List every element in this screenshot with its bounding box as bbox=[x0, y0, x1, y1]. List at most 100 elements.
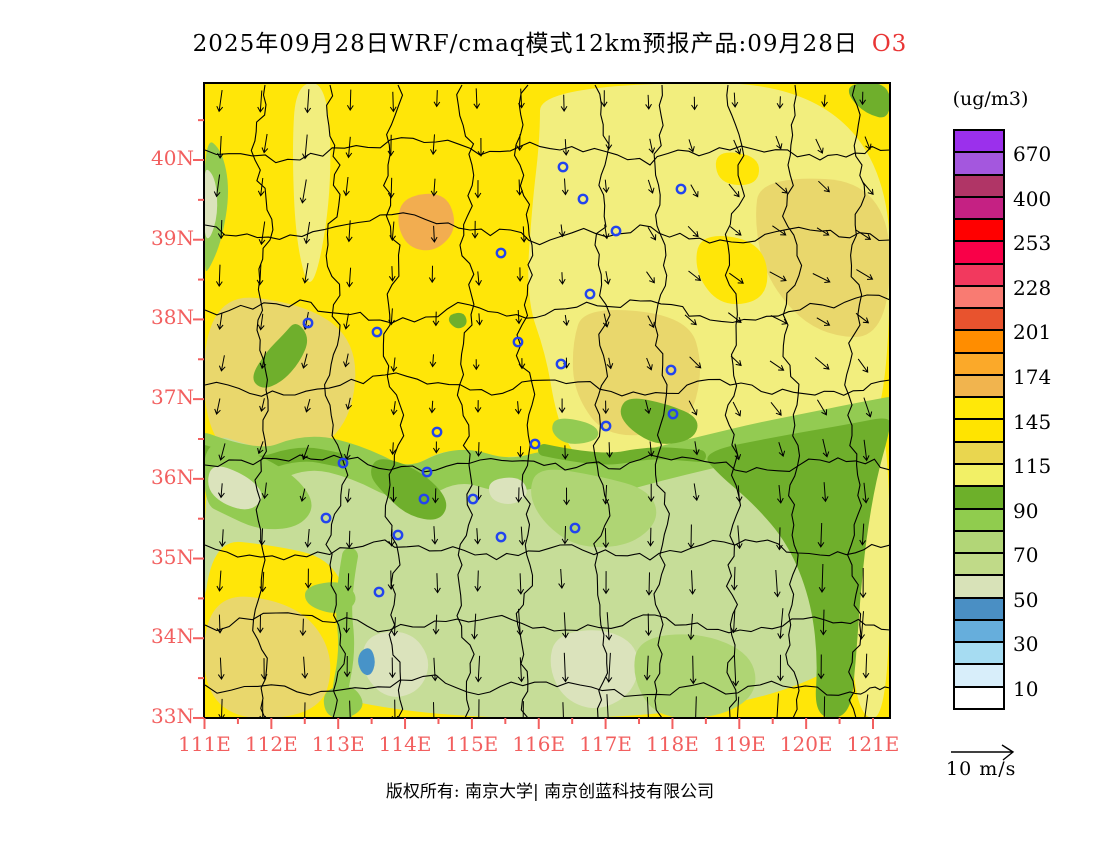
region-sw-green-blob2 bbox=[323, 686, 363, 718]
lat-label: 37N bbox=[151, 385, 194, 410]
region-south-pale-spot3 bbox=[488, 477, 527, 504]
colorbar-segment bbox=[953, 552, 1005, 577]
lat-label: 35N bbox=[151, 544, 194, 569]
boundary-line bbox=[513, 84, 536, 718]
colorbar-segment bbox=[953, 507, 1005, 532]
lon-label: 121E bbox=[846, 732, 900, 756]
colorbar-tick-label: 90 bbox=[1013, 498, 1039, 523]
boundary-line bbox=[456, 84, 475, 718]
boundary-line bbox=[653, 84, 670, 718]
colorbar-tick-label: 10 bbox=[1013, 676, 1039, 701]
city-marker-icon bbox=[418, 493, 430, 505]
region-orange-hotspot bbox=[398, 193, 455, 251]
lon-label: 119E bbox=[712, 732, 766, 756]
colorbar-segment bbox=[953, 173, 1005, 198]
city-marker-icon bbox=[495, 531, 507, 543]
city-marker-icon bbox=[665, 364, 677, 376]
city-marker-icon bbox=[495, 247, 507, 259]
colorbar bbox=[953, 129, 1005, 710]
colorbar-tick-label: 670 bbox=[1013, 142, 1052, 167]
colorbar-tick-label: 70 bbox=[1013, 543, 1039, 568]
colorbar-segment bbox=[953, 418, 1005, 443]
city-marker-icon bbox=[584, 288, 596, 300]
colorbar-tick-label: 174 bbox=[1013, 364, 1052, 389]
colorbar-unit-label: (ug/m3) bbox=[952, 88, 1029, 110]
boundary-line bbox=[724, 84, 746, 718]
lon-label: 113E bbox=[311, 732, 365, 756]
title-main: 2025年09月28日WRF/cmaq模式12km预报产品:09月28日 bbox=[192, 31, 858, 57]
region-green-dark-blob-e1 bbox=[620, 398, 698, 444]
colorbar-segment bbox=[953, 596, 1005, 621]
city-marker-icon bbox=[371, 326, 383, 338]
boundary-line bbox=[781, 84, 803, 718]
region-green-med-blob-n1 bbox=[552, 418, 599, 444]
boundary-line bbox=[204, 294, 890, 324]
colorbar-segment bbox=[953, 284, 1005, 310]
axis-ticks bbox=[193, 119, 874, 729]
city-marker-icon bbox=[529, 438, 541, 450]
boundary-line bbox=[844, 84, 866, 718]
region-sw-green-blob1 bbox=[304, 582, 356, 613]
city-marker-icon bbox=[467, 493, 479, 505]
region-pale-yellow-west-vein bbox=[293, 83, 331, 282]
lon-label: 118E bbox=[646, 732, 699, 756]
boundary-line bbox=[592, 84, 611, 718]
region-green-dark-north-finger bbox=[253, 323, 308, 388]
title-pollutant: O3 bbox=[871, 31, 908, 57]
colorbar-segment bbox=[953, 663, 1005, 688]
colorbar-segment bbox=[953, 373, 1005, 399]
city-marker-icon bbox=[667, 408, 679, 420]
colorbar-segment bbox=[953, 151, 1005, 176]
colorbar-segment bbox=[953, 240, 1005, 265]
lat-label: 38N bbox=[151, 305, 194, 330]
colorbar-tick-label: 50 bbox=[1013, 587, 1039, 612]
region-south-pale-spot1 bbox=[550, 630, 639, 709]
county-boundaries bbox=[204, 84, 890, 718]
city-marker-icon bbox=[302, 317, 314, 329]
region-bright-yellow-ne-1 bbox=[696, 236, 768, 305]
colorbar-segment bbox=[953, 396, 1005, 421]
city-markers bbox=[302, 161, 687, 598]
lat-label: 36N bbox=[151, 464, 194, 489]
city-marker-icon bbox=[555, 358, 567, 370]
boundary-line bbox=[204, 674, 890, 697]
colorbar-segment bbox=[953, 574, 1005, 599]
region-south-med-patch1 bbox=[531, 469, 657, 548]
colorbar-tick-label: 115 bbox=[1013, 454, 1052, 479]
lon-label: 114E bbox=[378, 732, 432, 756]
city-marker-icon bbox=[577, 193, 589, 205]
lon-label: 111E bbox=[178, 732, 231, 756]
region-green-ne-corner bbox=[848, 83, 890, 118]
lat-label: 34N bbox=[151, 624, 194, 649]
lon-label: 115E bbox=[445, 732, 499, 756]
lon-label: 116E bbox=[512, 732, 566, 756]
colorbar-tick-label: 30 bbox=[1013, 632, 1039, 657]
colorbar-tick-label: 201 bbox=[1013, 320, 1052, 345]
region-bright-yellow-ne-2 bbox=[715, 152, 760, 186]
city-marker-icon bbox=[337, 457, 349, 469]
region-south-med-patch2 bbox=[634, 634, 756, 718]
city-marker-icon bbox=[600, 420, 612, 432]
city-marker-icon bbox=[512, 336, 524, 348]
region-tiny-green-dot bbox=[448, 312, 467, 329]
region-green-dark-east-wedge bbox=[707, 418, 890, 718]
region-west-sliver-core bbox=[204, 169, 218, 239]
map-border bbox=[203, 82, 891, 719]
colorbar-segment bbox=[953, 351, 1005, 376]
page-title: 2025年09月28日WRF/cmaq模式12km预报产品:09月28日 O3 bbox=[0, 24, 1100, 58]
colorbar-segment bbox=[953, 618, 1005, 644]
city-marker-icon bbox=[421, 466, 433, 478]
region-blue-spot bbox=[358, 648, 375, 676]
colorbar-segment bbox=[953, 262, 1005, 287]
boundary-line bbox=[382, 84, 405, 718]
lon-label: 117E bbox=[579, 732, 632, 756]
copyright-footer: 版权所有: 南京大学| 南京创蓝科技有限公司 bbox=[385, 782, 715, 802]
lat-label: 33N bbox=[151, 703, 194, 728]
lat-label: 40N bbox=[151, 146, 194, 170]
colorbar-segment bbox=[953, 307, 1005, 332]
boundary-line bbox=[204, 539, 890, 561]
boundary-line bbox=[204, 454, 890, 473]
colorbar-tick-label: 400 bbox=[1013, 186, 1052, 211]
colorbar-tick-label: 253 bbox=[1013, 231, 1052, 256]
